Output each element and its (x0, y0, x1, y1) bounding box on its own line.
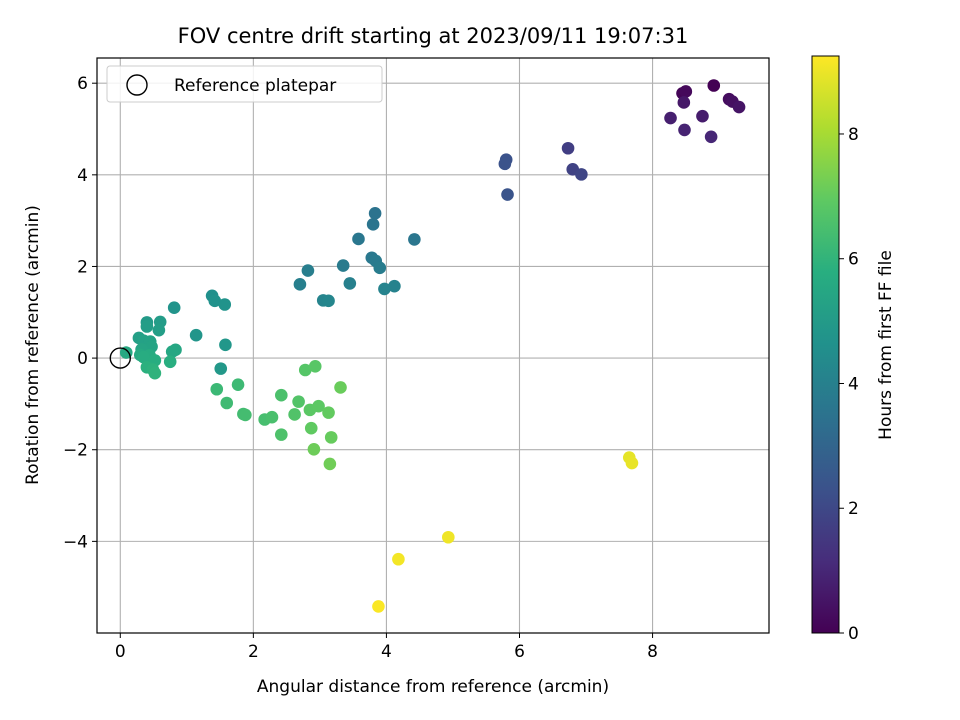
y-axis-ticks: −4 −2 0 2 4 6 (63, 74, 97, 552)
y-tick-label: 0 (77, 349, 88, 369)
data-point (307, 442, 321, 456)
y-tick-label: −2 (63, 441, 88, 461)
legend-box (106, 65, 383, 103)
x-tick-label: 6 (514, 642, 525, 662)
data-points (119, 79, 746, 613)
data-point (408, 233, 421, 246)
data-point (704, 130, 718, 144)
data-point (323, 457, 337, 471)
data-point (239, 408, 252, 422)
data-point (265, 410, 279, 424)
data-point (220, 396, 234, 410)
data-point (625, 456, 639, 470)
legend-marker-icon (126, 74, 148, 96)
x-tick-label: 0 (115, 642, 126, 662)
data-point (352, 232, 365, 246)
legend: Reference platepar (106, 65, 383, 103)
data-point (679, 85, 693, 98)
data-point (165, 345, 179, 358)
data-point (334, 381, 347, 394)
data-point (498, 157, 512, 171)
data-point (442, 530, 455, 544)
colorbar-ticks: 0 2 4 6 8 (839, 125, 859, 644)
data-point (322, 406, 335, 419)
data-point (275, 428, 288, 441)
data-point (293, 278, 307, 291)
data-point (732, 100, 746, 114)
x-axis-label: Angular distance from reference (arcmin) (257, 677, 609, 697)
data-point (372, 600, 385, 613)
data-point (218, 298, 232, 311)
data-point (336, 259, 350, 272)
colorbar-tick-label: 2 (848, 499, 859, 519)
data-point (707, 79, 721, 92)
colorbar-tick-label: 6 (848, 250, 859, 270)
data-point (322, 294, 335, 308)
y-axis-label: Rotation from reference (arcmin) (23, 205, 43, 485)
colorbar: 0 2 4 6 8 Hours from first FF file (811, 55, 896, 644)
data-point (152, 323, 166, 337)
data-point (561, 141, 575, 155)
data-point (140, 320, 154, 333)
data-point (392, 552, 405, 566)
data-point (312, 399, 325, 413)
x-axis-ticks: 0 2 4 6 8 (115, 633, 658, 662)
data-point (304, 421, 318, 435)
plot-frame (96, 57, 770, 634)
data-point (696, 109, 709, 123)
reference-marker (109, 347, 131, 369)
data-point (501, 188, 514, 201)
chart-title: FOV centre drift starting at 2023/09/11 … (178, 24, 689, 48)
colorbar-tick-label: 8 (848, 125, 859, 145)
colorbar-tick-label: 0 (848, 624, 859, 644)
data-point (148, 366, 162, 380)
data-point (366, 218, 380, 231)
x-tick-label: 4 (381, 642, 392, 662)
data-point (214, 362, 228, 375)
data-point (664, 111, 677, 125)
data-point (219, 338, 232, 352)
data-point (189, 328, 203, 342)
data-point (298, 363, 312, 377)
data-point (678, 123, 691, 137)
data-point (167, 301, 181, 315)
data-point (137, 350, 150, 364)
data-point (368, 207, 382, 220)
data-point (288, 408, 301, 421)
data-point (388, 279, 401, 293)
data-point (163, 355, 177, 369)
data-point (308, 360, 322, 373)
legend-entry: Reference platepar (174, 76, 336, 96)
data-point (231, 378, 245, 391)
data-point (292, 395, 305, 408)
data-point (301, 264, 315, 277)
colorbar-gradient (811, 55, 840, 634)
x-tick-label: 8 (647, 642, 658, 662)
data-point (275, 388, 288, 402)
y-tick-label: −4 (63, 532, 88, 552)
data-point (677, 96, 691, 109)
colorbar-tick-label: 4 (848, 374, 859, 394)
data-point (343, 277, 357, 290)
data-point (575, 168, 588, 181)
data-point (208, 294, 222, 308)
colorbar-label: Hours from first FF file (876, 250, 896, 440)
grid-lines (97, 58, 769, 633)
y-tick-label: 4 (77, 166, 88, 186)
data-point (378, 282, 391, 296)
y-tick-label: 6 (77, 74, 88, 94)
data-point (324, 431, 338, 444)
data-point (373, 261, 387, 275)
data-point (210, 382, 224, 396)
reference-platepar-marker (109, 347, 131, 369)
x-tick-label: 2 (248, 642, 259, 662)
y-tick-label: 2 (77, 257, 88, 277)
